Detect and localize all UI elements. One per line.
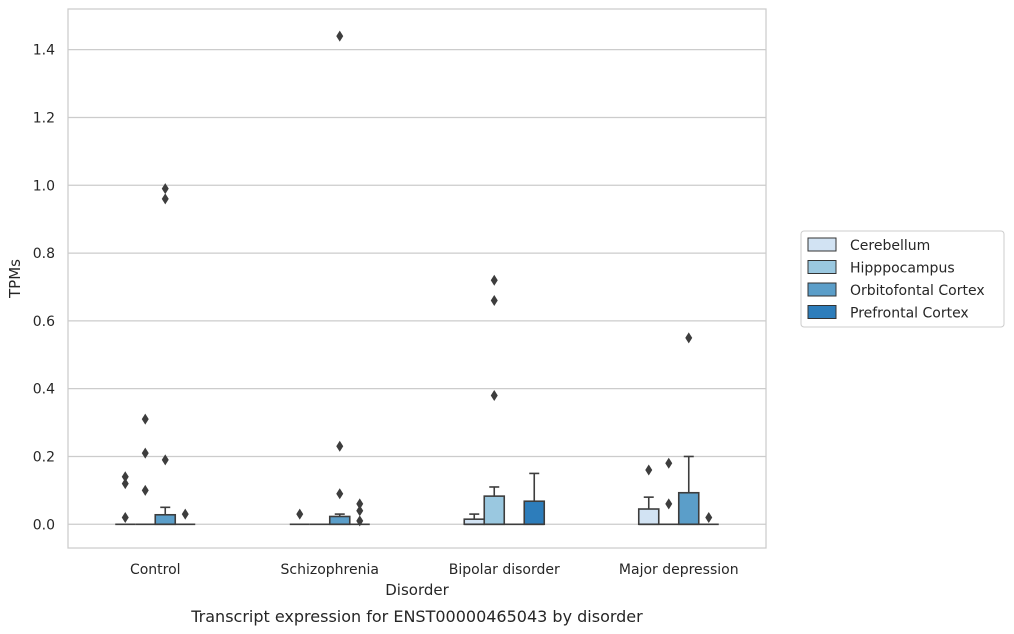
x-tick-labels: Control Schizophrenia Bipolar disorder Majo… <box>130 562 739 578</box>
outlier-point <box>121 478 129 490</box>
chart-caption: Transcript expression for ENST0000046504… <box>190 607 643 626</box>
legend-frame <box>800 230 1005 328</box>
box-cerebellum <box>115 471 136 526</box>
box-hipppocampus <box>483 274 506 526</box>
y-tick-label: 0.4 <box>33 382 55 398</box>
box-prefrontal-cortex <box>349 498 370 527</box>
legend-label: Prefrontal Cortex <box>850 306 969 322</box>
y-tick-label: 1.0 <box>33 178 55 194</box>
outlier-point <box>356 515 364 527</box>
x-tick-label: Control <box>130 562 181 578</box>
outlier-point <box>141 484 149 496</box>
outlier-point <box>665 457 673 469</box>
legend-label: Hipppocampus <box>850 261 955 277</box>
outlier-point <box>336 440 344 452</box>
outlier-point <box>490 274 498 286</box>
outlier-point <box>356 498 364 510</box>
outlier-point <box>121 511 129 523</box>
x-tick-label: Bipolar disorder <box>449 562 560 578</box>
box-orbitofontal-cortex <box>328 30 351 526</box>
outlier-point <box>181 508 189 520</box>
plot-frame <box>67 8 767 549</box>
outlier-point <box>161 183 169 195</box>
y-tick-label: 0.2 <box>33 449 55 465</box>
box-body <box>483 495 506 526</box>
x-axis-title: Disorder <box>385 581 449 599</box>
y-tick-label: 0.0 <box>33 517 55 533</box>
box-orbitofontal-cortex <box>154 183 177 526</box>
outlier-point <box>161 454 169 466</box>
y-tick-label: 1.2 <box>33 110 55 126</box>
box-hipppocampus <box>658 457 679 526</box>
outlier-point <box>336 30 344 42</box>
y-axis-title: TPMs <box>6 259 24 299</box>
outlier-point <box>336 488 344 500</box>
box-hipppocampus <box>135 413 156 526</box>
legend-label: Orbitofontal Cortex <box>850 283 985 299</box>
outlier-point <box>141 413 149 425</box>
legend-swatch <box>807 282 837 297</box>
box-body <box>637 508 660 526</box>
box-prefrontal-cortex <box>523 472 546 526</box>
y-tick-label: 0.6 <box>33 314 55 330</box>
outlier-point <box>490 295 498 307</box>
boxes-layer <box>115 30 719 527</box>
x-tick-label: Major depression <box>619 562 739 578</box>
outlier-point <box>296 508 304 520</box>
box-prefrontal-cortex <box>175 508 196 526</box>
legend-swatch <box>807 260 837 274</box>
legend-swatch <box>807 237 837 252</box>
outlier-point <box>685 332 693 344</box>
y-tick-label: 1.4 <box>33 43 55 59</box>
box-body <box>523 500 546 526</box>
gridlines <box>68 49 766 525</box>
outlier-point <box>645 464 653 476</box>
box-body <box>328 515 351 526</box>
box-cerebellum <box>637 464 660 526</box>
box-body <box>677 491 700 526</box>
y-tick-labels: 0.0 0.2 0.4 0.6 0.8 1.0 1.2 1.4 <box>33 43 55 534</box>
outlier-point <box>356 505 364 517</box>
legend: Cerebellum Hipppocampus Orbitofontal Corte… <box>800 230 1005 328</box>
outlier-point <box>665 498 673 510</box>
box-cerebellum <box>289 508 310 526</box>
legend-label: Cerebellum <box>850 238 930 254</box>
outlier-point <box>705 511 713 523</box>
box-cerebellum <box>463 513 486 526</box>
box-orbitofontal-cortex <box>677 332 700 526</box>
y-tick-label: 0.8 <box>33 246 55 262</box>
x-tick-label: Schizophrenia <box>281 562 379 578</box>
outlier-point <box>141 447 149 459</box>
box-body <box>154 513 177 526</box>
outlier-point <box>161 193 169 205</box>
outlier-point <box>121 471 129 483</box>
outlier-point <box>490 389 498 401</box>
legend-swatch <box>807 305 837 319</box>
box-prefrontal-cortex <box>698 511 719 526</box>
